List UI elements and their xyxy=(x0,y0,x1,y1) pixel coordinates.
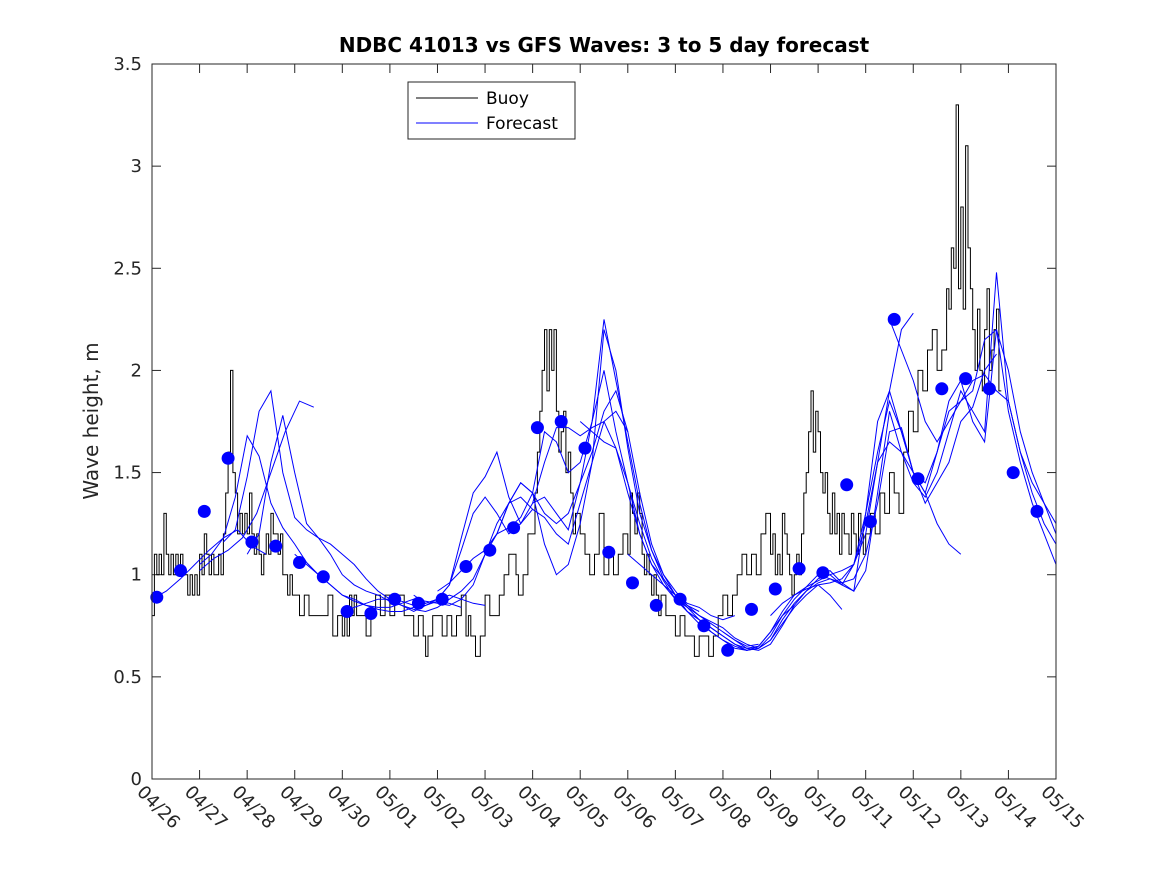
forecast-marker xyxy=(411,596,425,610)
chart-title: NDBC 41013 vs GFS Waves: 3 to 5 day fore… xyxy=(339,33,870,57)
y-tick-label: 2.5 xyxy=(113,258,142,279)
forecast-series-line xyxy=(889,319,1057,524)
forecast-marker xyxy=(578,441,592,455)
legend-box xyxy=(407,81,576,140)
legend-forecast-label: Forecast xyxy=(486,114,558,134)
plot-frame xyxy=(151,63,1057,780)
forecast-marker xyxy=(863,515,877,529)
forecast-series-line xyxy=(294,389,629,608)
forecast-marker xyxy=(840,478,854,492)
forecast-marker xyxy=(221,451,235,465)
plot-area xyxy=(150,104,1057,657)
forecast-marker xyxy=(1006,466,1020,480)
forecast-marker xyxy=(388,592,402,606)
forecast-series-line xyxy=(722,329,1057,651)
forecast-marker xyxy=(626,576,639,590)
forecast-marker xyxy=(197,504,211,518)
forecast-marker xyxy=(721,643,735,657)
forecast-marker xyxy=(673,592,687,606)
buoy-series-line xyxy=(152,104,1002,657)
forecast-marker xyxy=(649,598,663,612)
y-tick-label: 3 xyxy=(131,156,142,177)
y-tick-label: 1.5 xyxy=(113,463,142,484)
forecast-marker xyxy=(982,382,996,396)
y-tick-label: 3.5 xyxy=(113,54,142,75)
forecast-marker xyxy=(935,382,949,396)
forecast-marker xyxy=(554,415,568,428)
y-axis-ticks: 0 0.5 1 1.5 2 2.5 3 3.5 xyxy=(113,54,1056,790)
forecast-marker xyxy=(816,566,830,580)
forecast-marker xyxy=(316,570,330,584)
forecast-marker xyxy=(792,562,806,576)
forecast-marker xyxy=(293,556,306,569)
forecast-marker xyxy=(174,564,187,578)
forecast-marker xyxy=(435,592,449,606)
forecast-marker xyxy=(697,619,711,633)
forecast-marker xyxy=(602,545,616,559)
forecast-marker xyxy=(911,472,925,486)
y-axis-label: Wave height, m xyxy=(79,342,103,499)
forecast-marker xyxy=(245,535,259,549)
y-tick-label: 0.5 xyxy=(113,667,142,688)
y-tick-label: 2 xyxy=(131,360,142,381)
buoy-series-layer xyxy=(152,104,1002,657)
forecast-marker xyxy=(887,312,901,326)
forecast-marker xyxy=(530,421,544,435)
forecast-marker xyxy=(340,605,354,618)
forecast-marker xyxy=(745,602,758,616)
legend-buoy-label: Buoy xyxy=(486,89,529,109)
forecast-marker xyxy=(507,521,521,535)
y-tick-label: 0 xyxy=(131,769,142,790)
forecast-marker xyxy=(483,543,497,557)
forecast-markers-layer xyxy=(150,312,1044,657)
legend: Buoy Forecast xyxy=(407,81,576,140)
forecast-marker xyxy=(959,372,973,386)
forecast-series-line xyxy=(817,328,1057,586)
forecast-marker xyxy=(1030,504,1044,518)
forecast-series-line xyxy=(675,353,997,649)
forecast-marker xyxy=(768,582,782,596)
forecast-marker xyxy=(364,607,378,620)
forecast-marker xyxy=(150,590,164,604)
forecast-marker xyxy=(269,539,283,553)
forecast-series-line xyxy=(484,319,795,649)
y-tick-label: 1 xyxy=(131,565,142,586)
forecast-series-line xyxy=(199,400,314,571)
forecast-marker xyxy=(459,560,473,573)
